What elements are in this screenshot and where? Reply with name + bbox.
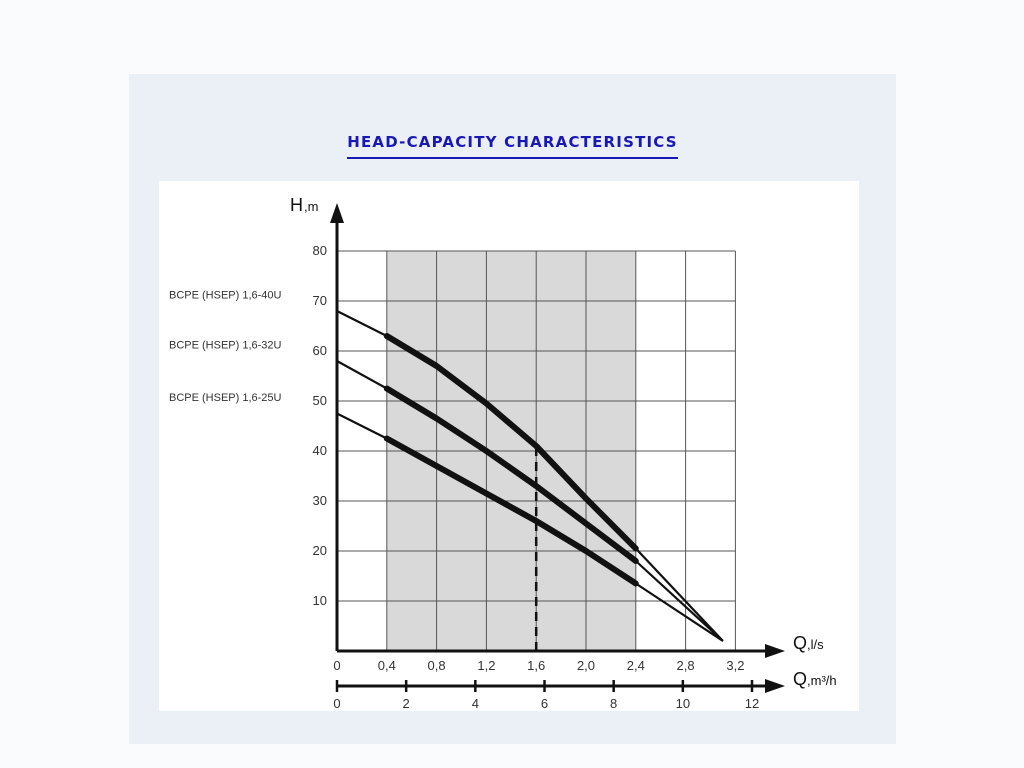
x2-tick-label: 12 [745,696,759,711]
curve-label: BCPE (HSEP) 1,6-25U [169,392,282,404]
x-tick-label: 3,2 [726,658,744,673]
y-tick-label: 20 [313,543,327,558]
x-tick-label: 2,4 [627,658,645,673]
y-tick-label: 40 [313,443,327,458]
x2-tick-label: 6 [541,696,548,711]
x2-axis-title: Q [793,669,807,689]
x-axis-arrow [765,644,785,658]
y-axis-unit: ,m [304,199,318,214]
y-tick-label: 70 [313,293,327,308]
y-tick-label: 80 [313,243,327,258]
x2-tick-label: 2 [403,696,410,711]
curve-label: BCPE (HSEP) 1,6-40U [169,290,282,302]
y-axis-title: H [290,195,303,215]
section-heading: HEAD-CAPACITY CHARACTERISTICS [129,133,896,159]
y-tick-label: 60 [313,343,327,358]
y-tick-label: 30 [313,493,327,508]
x-tick-label: 1,6 [527,658,545,673]
x-axis-unit: ,l/s [807,637,824,652]
x-axis-title: Q [793,633,807,653]
curve-working-segment [383,385,639,564]
x2-axis-arrow [765,679,785,693]
x2-axis-unit: ,m³/h [807,673,837,688]
x-tick-label: 0,8 [428,658,446,673]
x2-tick-label: 8 [610,696,617,711]
x2-tick-label: 0 [333,696,340,711]
x2-tick-label: 10 [676,696,690,711]
head-capacity-chart: BCPE (HSEP) 1,6-40U BCPE (HSEP) 1,6-32U BC… [169,195,837,711]
y-tick-label: 50 [313,393,327,408]
curve-label: BCPE (HSEP) 1,6-32U [169,340,282,352]
curve-working-segment [383,333,639,552]
x-tick-label: 1,2 [477,658,495,673]
x-tick-label: 0 [333,658,340,673]
x2-tick-label: 4 [472,696,479,711]
section-heading-text: HEAD-CAPACITY CHARACTERISTICS [347,133,678,159]
y-tick-label: 10 [313,593,327,608]
curve-working-segment [383,435,639,587]
x-tick-label: 0,4 [378,658,396,673]
x-tick-label: 2,8 [677,658,695,673]
x-tick-label: 2,0 [577,658,595,673]
y-axis-arrow [330,203,344,223]
chart-card: BCPE (HSEP) 1,6-40U BCPE (HSEP) 1,6-32U BC… [159,181,859,711]
